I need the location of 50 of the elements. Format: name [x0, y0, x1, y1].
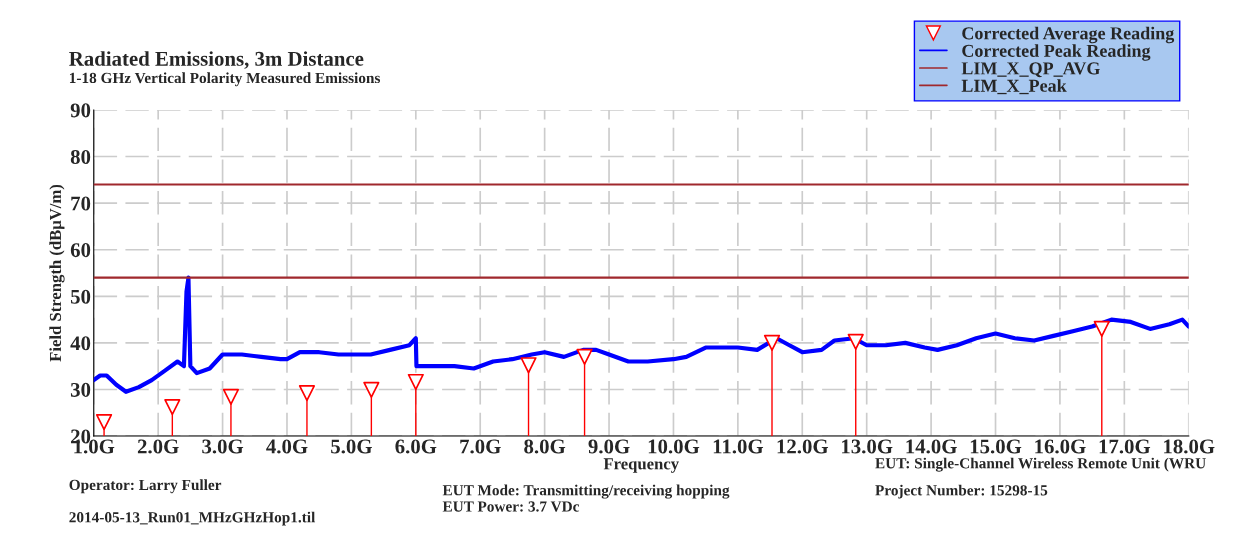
text: 2014-05-13_Run01_MHzGHzHop1.til [69, 511, 316, 526]
x-tick-label: 14.0G [906, 439, 957, 454]
legend-label: Corrected Peak Reading [962, 44, 1151, 61]
point [164, 399, 181, 416]
legend-label: Corrected Average Reading [962, 26, 1175, 44]
text: EUT Power: 3.7 VDc [442, 501, 580, 512]
point [1093, 320, 1110, 338]
point [576, 348, 593, 365]
point [520, 357, 537, 374]
text: EUT: Single-Channel Wireless Remote Unit (WRU [875, 457, 1206, 472]
y-tick-label: 40 [70, 336, 91, 351]
x-tick-label: 7.0G [460, 439, 501, 454]
legend-label: LIM_X_Peak [961, 79, 1067, 95]
x-tick-label: 11.0G [713, 439, 764, 454]
x-tick-label: 18.0G [1164, 439, 1215, 454]
x-tick-label: 15.0G [970, 439, 1022, 454]
x-tick-label: 16.0G [1035, 439, 1086, 454]
y-tick-label: 50 [70, 289, 91, 304]
line-series [93, 275, 1189, 394]
x-axis-title: Frequency [603, 458, 679, 473]
x-tick-label: 6.0G [395, 439, 437, 454]
x-tick-label: 17.0G [1099, 439, 1151, 454]
y-tick-label: 80 [70, 149, 91, 164]
x-tick-label: 5.0G [331, 439, 372, 454]
y-tick-label: 90 [70, 103, 91, 118]
point [363, 381, 380, 399]
point [763, 334, 781, 351]
y-tick-label: 60 [70, 243, 91, 258]
x-tick-label: 2.0G [137, 439, 179, 454]
chart-title: Radiated Emissions, 3m Distance [69, 51, 364, 69]
x-tick-label: 10.0G [648, 439, 700, 454]
x-tick-label: 8.0G [524, 439, 566, 454]
x-tick-label: 12.0G [777, 439, 829, 454]
y-tick-label: 70 [71, 196, 91, 211]
y-axis-title: Field Strength (dBμV/m) [49, 184, 65, 362]
x-tick-label: 3.0G [202, 439, 244, 454]
point [298, 385, 316, 402]
legend-label: LIM_X_QP_AVG [961, 62, 1100, 78]
x-tick-label: 4.0G [266, 439, 308, 454]
x-tick-label: 9.0G [588, 439, 630, 454]
text: Project Number: 15298-15 [875, 484, 1048, 499]
point [847, 333, 864, 351]
text: EUT Mode: Transmitting/receiving hopping [442, 484, 730, 499]
point [222, 388, 240, 406]
point [407, 373, 424, 391]
text: Operator: Larry Fuller [69, 479, 222, 494]
point [95, 413, 113, 431]
y-tick-label: 30 [70, 382, 91, 397]
chart-subtitle: 1-18 GHz Vertical Polarity Measured Emissions [69, 72, 381, 87]
x-tick-label: 13.0G [842, 439, 893, 454]
